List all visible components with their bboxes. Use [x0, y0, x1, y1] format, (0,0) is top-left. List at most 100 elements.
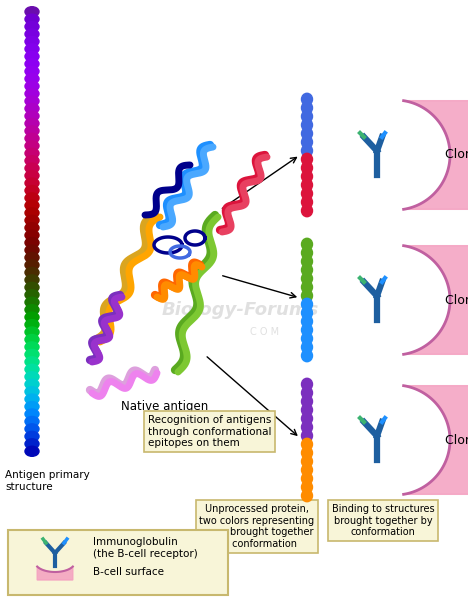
Ellipse shape — [301, 119, 313, 131]
Ellipse shape — [25, 66, 39, 76]
Text: Native antigen: Native antigen — [121, 400, 209, 413]
Ellipse shape — [25, 334, 39, 344]
Ellipse shape — [301, 324, 313, 336]
Ellipse shape — [25, 253, 39, 263]
Ellipse shape — [25, 416, 39, 427]
Text: Biology-Forums: Biology-Forums — [161, 301, 319, 319]
Ellipse shape — [25, 7, 39, 17]
Ellipse shape — [301, 256, 313, 268]
Text: Immunoglobulin
(the B-cell receptor): Immunoglobulin (the B-cell receptor) — [93, 537, 198, 559]
Ellipse shape — [25, 178, 39, 188]
Ellipse shape — [301, 378, 313, 390]
FancyBboxPatch shape — [8, 530, 228, 595]
Ellipse shape — [25, 305, 39, 315]
Ellipse shape — [25, 29, 39, 39]
Ellipse shape — [25, 357, 39, 367]
Ellipse shape — [301, 162, 313, 174]
Text: Recognition of antigens
through conformational
epitopes on them: Recognition of antigens through conforma… — [148, 415, 271, 448]
Text: C O M: C O M — [250, 327, 279, 337]
Ellipse shape — [25, 111, 39, 121]
Ellipse shape — [301, 298, 313, 310]
Ellipse shape — [301, 421, 313, 433]
Ellipse shape — [25, 141, 39, 151]
Ellipse shape — [301, 341, 313, 353]
Ellipse shape — [25, 230, 39, 240]
Ellipse shape — [301, 188, 313, 200]
Ellipse shape — [301, 93, 313, 105]
Ellipse shape — [25, 424, 39, 434]
Text: Antigen primary
structure: Antigen primary structure — [5, 470, 90, 491]
Ellipse shape — [301, 430, 313, 442]
Ellipse shape — [301, 128, 313, 140]
Text: Binding to structures
brought together by
conformation: Binding to structures brought together b… — [332, 504, 434, 537]
Ellipse shape — [25, 386, 39, 397]
Ellipse shape — [301, 153, 313, 165]
Ellipse shape — [25, 431, 39, 442]
Ellipse shape — [301, 247, 313, 259]
Ellipse shape — [25, 126, 39, 136]
Ellipse shape — [25, 44, 39, 54]
Ellipse shape — [25, 193, 39, 203]
Ellipse shape — [25, 312, 39, 322]
Ellipse shape — [25, 89, 39, 99]
Ellipse shape — [301, 110, 313, 122]
Polygon shape — [37, 566, 73, 580]
Ellipse shape — [25, 290, 39, 300]
Text: Clone 3: Clone 3 — [445, 148, 468, 161]
Ellipse shape — [301, 481, 313, 493]
Ellipse shape — [25, 208, 39, 218]
Ellipse shape — [301, 307, 313, 319]
Ellipse shape — [301, 455, 313, 467]
Ellipse shape — [25, 52, 39, 61]
Ellipse shape — [301, 387, 313, 399]
Ellipse shape — [25, 342, 39, 352]
Ellipse shape — [301, 272, 313, 284]
Ellipse shape — [301, 404, 313, 416]
Ellipse shape — [301, 179, 313, 191]
Ellipse shape — [25, 104, 39, 113]
Ellipse shape — [25, 22, 39, 32]
Ellipse shape — [25, 170, 39, 181]
Text: Clone 1: Clone 1 — [445, 433, 468, 446]
Ellipse shape — [301, 264, 313, 276]
Ellipse shape — [25, 185, 39, 196]
Ellipse shape — [301, 136, 313, 148]
Ellipse shape — [25, 81, 39, 91]
Ellipse shape — [301, 196, 313, 208]
Ellipse shape — [301, 205, 313, 217]
Polygon shape — [403, 101, 468, 209]
Ellipse shape — [25, 446, 39, 457]
Ellipse shape — [25, 238, 39, 248]
Ellipse shape — [25, 268, 39, 278]
Ellipse shape — [25, 96, 39, 106]
Ellipse shape — [25, 200, 39, 211]
Ellipse shape — [301, 395, 313, 407]
Ellipse shape — [25, 148, 39, 158]
Ellipse shape — [25, 59, 39, 69]
Ellipse shape — [25, 283, 39, 292]
Ellipse shape — [25, 379, 39, 389]
Ellipse shape — [25, 364, 39, 374]
Polygon shape — [403, 245, 468, 355]
Ellipse shape — [301, 332, 313, 344]
Text: B-cell surface: B-cell surface — [93, 567, 164, 577]
Ellipse shape — [25, 409, 39, 419]
Polygon shape — [403, 386, 468, 494]
Ellipse shape — [25, 394, 39, 404]
Ellipse shape — [25, 163, 39, 173]
Ellipse shape — [301, 447, 313, 459]
Ellipse shape — [301, 473, 313, 485]
Ellipse shape — [301, 316, 313, 328]
Ellipse shape — [301, 170, 313, 182]
Ellipse shape — [25, 439, 39, 449]
Text: Unprocessed protein,
two colors representing
areas brought together
by conformat: Unprocessed protein, two colors represen… — [199, 504, 314, 549]
Ellipse shape — [301, 438, 313, 450]
Ellipse shape — [25, 223, 39, 233]
Ellipse shape — [25, 297, 39, 307]
Ellipse shape — [25, 349, 39, 359]
Ellipse shape — [301, 464, 313, 476]
Ellipse shape — [25, 118, 39, 128]
Text: Clone 2: Clone 2 — [445, 293, 468, 307]
Ellipse shape — [301, 290, 313, 302]
Ellipse shape — [301, 145, 313, 157]
